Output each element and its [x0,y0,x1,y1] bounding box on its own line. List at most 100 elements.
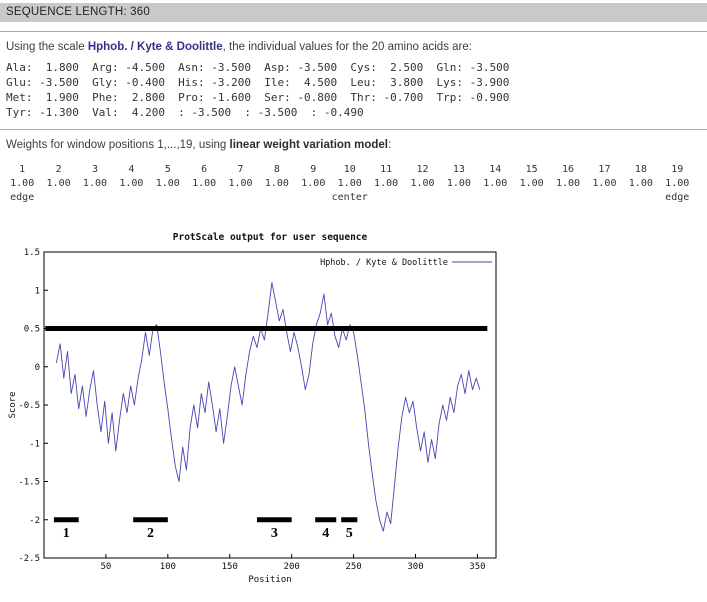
weight-position-index: 17 [598,164,611,175]
weight-value: 1.00 [46,178,71,189]
weight-position-index: 2 [55,164,62,175]
y-tick-label: -2.5 [18,554,40,564]
weight-footer-label [586,191,622,204]
amino-acid-values-row: Glu: -3.500 Gly: -0.400 His: -3.200 Ile:… [6,76,510,89]
weight-column: 11 1.00 [368,163,404,204]
weight-value: 1.00 [374,178,399,189]
scale-name: Hphob. / Kyte & Doolittle [87,41,223,53]
scale-description-suffix: , the individual values for the 20 amino… [222,41,472,53]
region-label: 5 [346,526,353,541]
weight-position-index: 8 [273,164,280,175]
weight-column: 13 1.00 [441,163,477,204]
weight-column: 4 1.00 [113,163,149,204]
weight-column: 7 1.00 [222,163,258,204]
weight-value: 1.00 [264,178,289,189]
weight-value: 1.00 [228,178,253,189]
weight-column: 17 1.00 [586,163,622,204]
weight-position-index: 3 [91,164,98,175]
legend-label: Hphob. / Kyte & Doolittle [320,258,448,268]
weight-footer-label [550,191,586,204]
scale-description: Using the scale Hphob. / Kyte & Doolittl… [6,41,707,53]
weight-footer-label [186,191,222,204]
y-tick-label: 0 [35,363,40,373]
scale-description-prefix: Using the scale [6,41,88,53]
weights-table: 1 1.00 edge 2 1.00 3 1.00 4 1.00 5 1.00 6 1.00 7 1.00 8… [4,163,707,204]
region-label: 2 [147,526,154,541]
weight-footer-label [477,191,513,204]
weight-footer-label: center [331,192,368,203]
weight-position-index: 9 [310,164,317,175]
region-label: 4 [322,526,329,541]
weight-footer-label [150,191,186,204]
weight-footer-label: edge [10,192,35,203]
amino-acid-values-row: Ala: 1.800 Arg: -4.500 Asn: -3.500 Asp: … [6,61,510,74]
y-tick-label: -2 [29,516,40,526]
amino-acid-values-row: Met: 1.900 Phe: 2.800 Pro: -1.600 Ser: -… [6,91,510,104]
weight-position-index: 15 [525,164,538,175]
weight-position-index: 6 [201,164,208,175]
weight-footer-label [113,191,149,204]
weight-value: 1.00 [556,178,581,189]
weight-position-index: 18 [634,164,647,175]
x-tick-label: 50 [100,562,111,572]
weight-column: 16 1.00 [550,163,586,204]
weight-position-index: 5 [164,164,171,175]
weight-position-index: 10 [343,164,356,175]
weight-value: 1.00 [410,178,435,189]
weight-position-index: 4 [128,164,135,175]
weight-column: 5 1.00 [150,163,186,204]
weight-footer-label [259,191,295,204]
series-line [55,282,481,532]
weight-value: 1.00 [155,178,180,189]
sequence-length-text: SEQUENCE LENGTH: 360 [6,6,150,18]
x-tick-label: 150 [222,562,238,572]
protscale-chart-container: 1.5 1 0.5 0 -0.5 -1 -1.5 -2 -2.5 50 100 150 200 250 30… [6,228,707,601]
weight-value: 1.00 [592,178,617,189]
weight-value: 1.00 [82,178,108,189]
weight-value: 1.00 [337,178,362,189]
x-tick-label: 300 [407,562,423,572]
weight-column: 8 1.00 [259,163,295,204]
region-label: 3 [271,526,278,541]
weights-description: Weights for window positions 1,...,19, u… [6,139,707,151]
weight-footer-label [404,191,440,204]
weight-footer-label [368,191,404,204]
y-tick-label: -1 [29,439,40,449]
y-tick-label: 1 [35,286,40,296]
protscale-chart: 1.5 1 0.5 0 -0.5 -1 -1.5 -2 -2.5 50 100 150 200 250 30… [8,232,497,585]
weight-position-index: 12 [416,164,429,175]
weight-column: 2 1.00 [40,163,76,204]
region-label: 1 [63,526,70,541]
weight-position-index: 13 [452,164,465,175]
weight-column: 15 1.00 [513,163,549,204]
weight-column: 10 1.00 center [332,163,368,204]
weight-value: 1.00 [665,178,690,189]
separator [0,129,707,130]
weight-column: 6 1.00 [186,163,222,204]
x-tick-label: 100 [160,562,176,572]
weight-column: 12 1.00 [404,163,440,204]
weight-footer-label [513,191,549,204]
y-tick-label: -1.5 [18,478,40,488]
weight-footer-label [40,191,76,204]
weight-value: 1.00 [519,178,544,189]
y-axis-label: Score [8,391,18,418]
weight-value: 1.00 [483,178,508,189]
weight-position-index: 11 [380,164,393,175]
weight-position-index: 14 [489,164,502,175]
weight-column: 18 1.00 [623,163,659,204]
weight-position-index: 1 [19,164,26,175]
weight-value: 1.00 [119,178,144,189]
weight-model-name: linear weight variation model [229,139,388,151]
y-tick-label: 1.5 [24,248,40,258]
weight-value: 1.00 [301,178,326,189]
x-tick-label: 250 [345,562,361,572]
weights-description-suffix: : [388,139,392,151]
weight-value: 1.00 [628,178,653,189]
x-axis-label: Position [248,575,291,585]
weight-footer-label [623,191,659,204]
weights-description-prefix: Weights for window positions 1,...,19, u… [6,139,230,151]
weight-position-index: 7 [237,164,244,175]
weight-footer-label [222,191,258,204]
x-tick-label: 200 [284,562,300,572]
